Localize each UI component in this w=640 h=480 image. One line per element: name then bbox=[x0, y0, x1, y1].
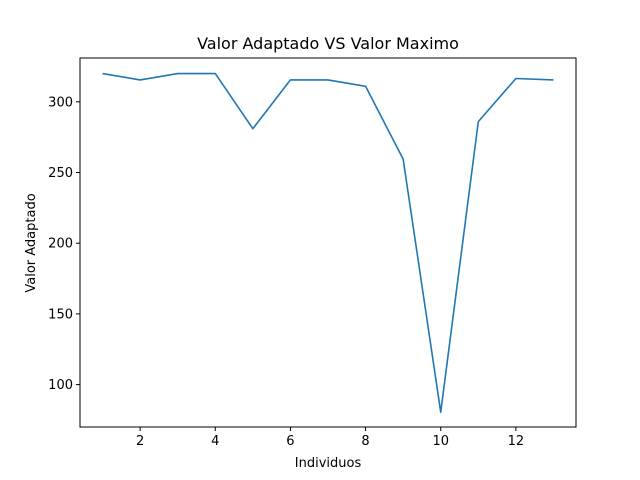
y-axis: 100 150 200 250 300 bbox=[48, 95, 80, 393]
x-tick-label: 10 bbox=[432, 434, 449, 449]
x-axis: 2 4 6 8 10 12 bbox=[136, 427, 524, 449]
x-tick-label: 6 bbox=[286, 434, 294, 449]
series-line bbox=[102, 72, 554, 413]
x-tick-label: 4 bbox=[211, 434, 219, 449]
chart-title: Valor Adaptado VS Valor Maximo bbox=[197, 34, 459, 53]
plot-area bbox=[79, 57, 577, 428]
y-axis-label: Valor Adaptado bbox=[24, 193, 39, 292]
x-tick-label: 8 bbox=[361, 434, 369, 449]
plot-frame bbox=[79, 57, 577, 428]
y-tick-label: 100 bbox=[48, 378, 73, 393]
y-tick-label: 200 bbox=[48, 237, 73, 252]
y-tick-label: 150 bbox=[48, 307, 73, 322]
y-tick-label: 250 bbox=[48, 166, 73, 181]
series-layer bbox=[102, 72, 554, 413]
x-tick-label: 12 bbox=[508, 434, 525, 449]
x-tick-label: 2 bbox=[136, 434, 144, 449]
x-axis-label: Individuos bbox=[295, 456, 362, 471]
y-tick-label: 300 bbox=[48, 95, 73, 110]
